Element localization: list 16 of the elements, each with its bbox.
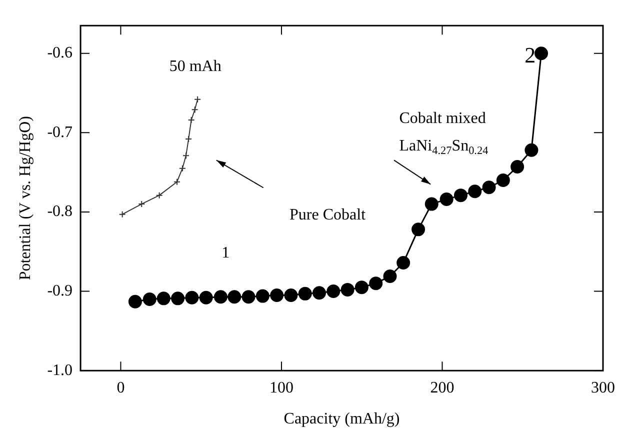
- annotation: Cobalt mixed: [399, 110, 486, 127]
- y-tick-label: -0.6: [47, 44, 73, 62]
- annotation: Pure Cobalt: [290, 206, 366, 224]
- annotation: 2: [524, 42, 536, 68]
- y-tick-label: -1.0: [47, 362, 73, 379]
- y-tick-label: -0.9: [47, 282, 73, 300]
- x-axis-title: Capacity (mAh/g): [284, 410, 400, 428]
- x-tick-label: 300: [591, 379, 615, 396]
- x-tick-label: 100: [269, 379, 294, 396]
- y-tick-label: -0.8: [47, 203, 73, 220]
- x-tick-label: 0: [116, 379, 125, 396]
- annotation: 50 mAh: [169, 58, 222, 76]
- x-tick-label: 200: [430, 379, 454, 396]
- y-tick-label: -0.7: [47, 124, 73, 141]
- annotation: 1: [222, 244, 230, 262]
- y-axis-title: Potential (V vs. Hg/HgO): [16, 116, 34, 280]
